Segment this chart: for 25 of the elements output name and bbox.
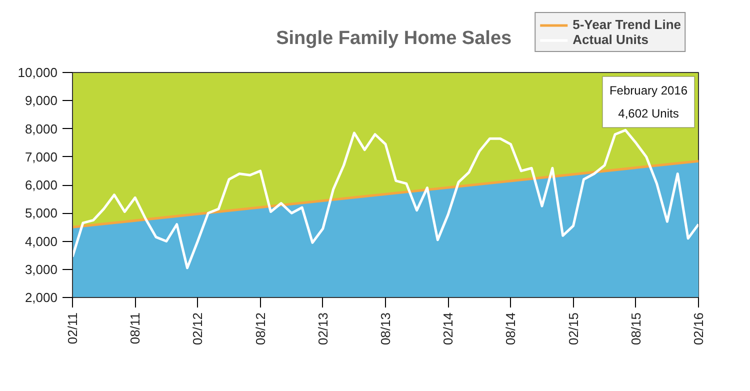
x-tick-label: 02/16 xyxy=(691,312,706,346)
annotation: 4,602 Units xyxy=(618,106,679,120)
x-tick-label: 02/15 xyxy=(566,312,581,346)
y-tick-label: 3,000 xyxy=(24,262,58,277)
y-tick-label: 8,000 xyxy=(24,121,58,136)
y-tick-label: 10,000 xyxy=(18,65,58,80)
x-tick-label: 02/14 xyxy=(440,312,456,346)
y-tick-label: 6,000 xyxy=(24,178,58,192)
x-tick-label: 02/12 xyxy=(190,312,206,346)
x-tick-label: 08/14 xyxy=(503,312,518,346)
x-tick-label: 02/11 xyxy=(65,312,80,344)
x-tick-label: 08/12 xyxy=(252,312,268,346)
x-tick-label: 02/13 xyxy=(315,312,330,346)
legend-label: Actual Units xyxy=(572,32,648,47)
x-tick-label: 08/15 xyxy=(628,312,644,346)
annotation: February 2016 xyxy=(609,84,688,98)
x-tick-label: 08/13 xyxy=(378,312,393,346)
y-tick-label: 4,000 xyxy=(24,234,58,249)
y-tick-label: 2,000 xyxy=(24,290,58,305)
y-tick-label: 9,000 xyxy=(24,93,58,108)
y-tick-label: 5,000 xyxy=(24,206,58,221)
legend-label: 5-Year Trend Line xyxy=(572,17,681,32)
y-tick-label: 7,000 xyxy=(24,149,58,164)
x-tick-label: 08/11 xyxy=(128,312,143,344)
chart-title: Single Family Home Sales xyxy=(276,28,512,49)
